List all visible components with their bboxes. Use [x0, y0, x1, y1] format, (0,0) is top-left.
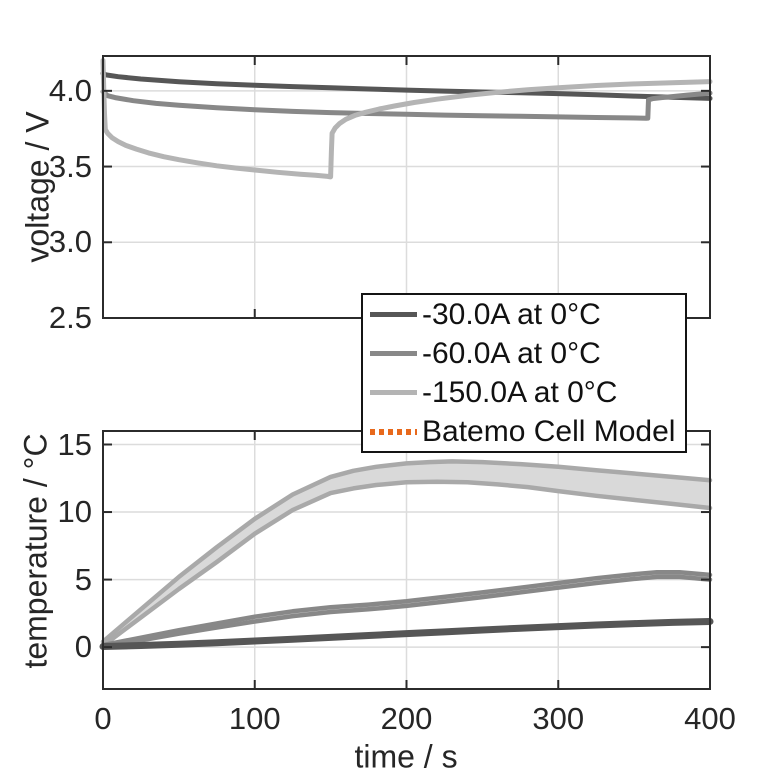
solid-line-swatch-icon — [370, 390, 417, 395]
y-tick-label: 0 — [74, 629, 92, 665]
y-tick-label: 3.5 — [48, 148, 92, 184]
series-line — [100, 89, 713, 121]
x-tick-label: 400 — [684, 701, 736, 736]
series-line — [100, 70, 713, 101]
y-tick-label: 4.0 — [48, 72, 92, 108]
series-band-top-line — [100, 569, 713, 648]
x-tick-label: 0 — [94, 701, 112, 736]
solid-line-swatch-icon — [370, 312, 417, 317]
legend-item-label: Batemo Cell Model — [422, 414, 676, 448]
legend-item: Batemo Cell Model — [363, 412, 685, 451]
legend-item: -30.0A at 0°C — [363, 295, 685, 334]
legend-item: -60.0A at 0°C — [363, 334, 685, 373]
series-line — [100, 58, 713, 180]
time-axis-label: time / s — [354, 738, 458, 775]
legend-box: -30.0A at 0°C -60.0A at 0°C -150.0A at 0°C… — [361, 293, 687, 453]
legend-item: -150.0A at 0°C — [363, 373, 685, 412]
legend-item-label: -30.0A at 0°C — [422, 297, 601, 331]
series-band-bottom-line — [100, 574, 713, 650]
series-band-bottom-line — [100, 479, 713, 649]
series-line — [99, 618, 714, 650]
y-tick-label: 5 — [74, 561, 92, 597]
y-tick-label: 15 — [57, 426, 92, 462]
legend-item-label: -150.0A at 0°C — [422, 375, 618, 409]
series-band-top-line — [100, 459, 713, 644]
x-tick-label: 100 — [228, 701, 281, 736]
y-tick-label: 2.5 — [48, 300, 92, 335]
x-tick-label: 300 — [532, 701, 585, 736]
solid-line-swatch-icon — [370, 351, 417, 356]
y-tick-label: 3.0 — [48, 224, 92, 260]
dotted-line-swatch-icon — [370, 428, 417, 435]
y-tick-label: 10 — [57, 494, 92, 530]
legend-item-label: -60.0A at 0°C — [422, 336, 601, 370]
x-tick-label: 200 — [380, 701, 433, 736]
